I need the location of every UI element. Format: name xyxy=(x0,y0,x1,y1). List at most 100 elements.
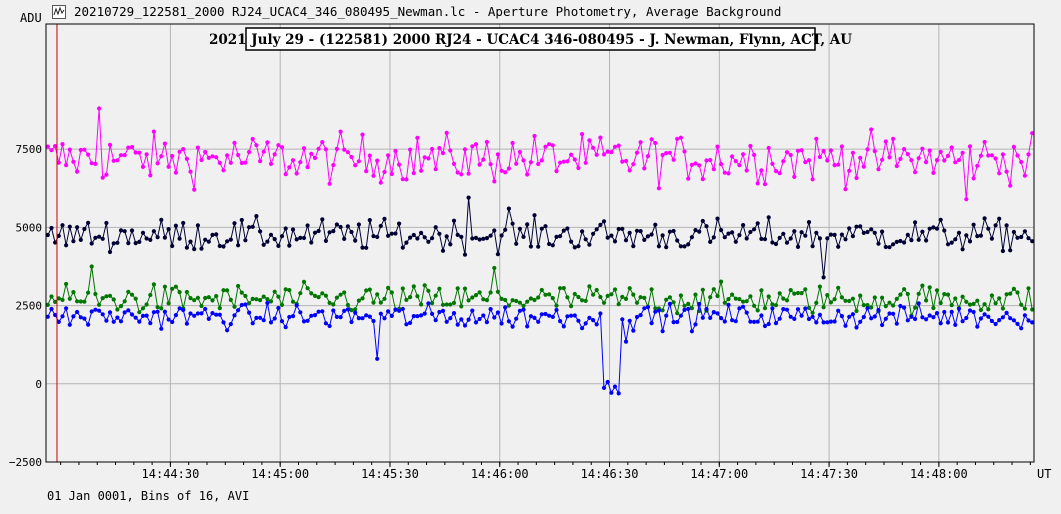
series-2-point xyxy=(960,294,965,299)
series-2-point xyxy=(184,289,189,295)
series-2-point xyxy=(305,286,310,291)
series-1-point xyxy=(272,237,277,242)
series-2-point xyxy=(86,290,91,295)
series-0-point xyxy=(151,129,156,134)
series-1-point xyxy=(173,223,178,228)
series-1-point xyxy=(704,224,709,229)
series-0-point xyxy=(792,174,797,179)
series-3-point xyxy=(788,314,793,319)
series-0-point xyxy=(543,144,548,149)
series-3-point xyxy=(451,311,457,316)
series-1-point xyxy=(836,244,841,249)
series-0-point xyxy=(188,169,193,174)
series-2-point xyxy=(45,302,50,307)
series-0-point xyxy=(93,161,98,166)
series-3-point xyxy=(466,317,471,322)
series-1-point xyxy=(770,240,775,245)
series-0-point xyxy=(795,148,801,153)
series-0-point xyxy=(466,171,471,176)
series-1-point xyxy=(828,232,834,237)
series-1-point xyxy=(1026,236,1031,241)
series-0-point xyxy=(279,145,285,150)
series-1-point xyxy=(737,233,742,238)
series-3-point xyxy=(78,315,83,320)
series-1-point xyxy=(858,224,863,229)
series-0-point xyxy=(799,148,804,153)
series-1-point xyxy=(967,239,973,244)
series-0-point xyxy=(323,147,328,152)
series-2-point xyxy=(477,290,482,295)
series-3-point xyxy=(247,310,252,315)
series-0-point xyxy=(880,157,885,162)
series-3-point xyxy=(883,316,888,321)
series-1-point xyxy=(375,234,380,240)
series-0-point xyxy=(140,164,146,169)
series-3-point xyxy=(986,314,991,319)
series-0-point xyxy=(155,161,160,166)
series-3-point xyxy=(268,320,274,325)
series-1-point xyxy=(71,239,76,244)
series-0-point xyxy=(964,197,969,202)
series-3-point xyxy=(400,306,405,312)
series-3-point xyxy=(931,315,936,320)
series-2-point xyxy=(78,299,83,304)
series-0-point xyxy=(294,171,299,176)
series-3-point xyxy=(982,312,987,317)
series-3-point xyxy=(920,315,925,320)
series-3-point xyxy=(206,316,211,321)
series-0-point xyxy=(938,149,943,154)
series-3-point xyxy=(331,308,336,313)
series-2-point xyxy=(309,291,314,296)
series-1-point xyxy=(188,239,193,244)
series-0-point xyxy=(451,161,457,166)
series-0-point xyxy=(847,168,852,173)
series-1-point xyxy=(986,226,991,231)
series-2-point xyxy=(733,296,738,301)
series-1-point xyxy=(268,232,274,237)
series-1-point xyxy=(430,236,435,241)
series-0-point xyxy=(953,160,958,165)
series-2-point xyxy=(462,286,468,291)
series-0-point xyxy=(931,170,936,175)
series-2-point xyxy=(419,302,424,307)
series-2-point xyxy=(989,293,995,298)
series-0-line xyxy=(47,108,1033,200)
series-0-point xyxy=(1008,183,1013,188)
series-2-point xyxy=(770,302,775,307)
series-1-point xyxy=(1019,234,1024,240)
series-1-point xyxy=(107,249,113,255)
series-2-point xyxy=(1030,307,1035,312)
series-3-point xyxy=(1008,316,1013,321)
series-2-point xyxy=(795,290,801,296)
series-3-point xyxy=(1019,326,1024,331)
series-2-point xyxy=(258,298,263,303)
series-2-point xyxy=(598,294,603,300)
series-3-point xyxy=(60,314,65,319)
series-0-point xyxy=(437,146,442,151)
series-0-point xyxy=(898,156,903,161)
series-2-point xyxy=(250,296,255,301)
series-1-point xyxy=(817,236,823,241)
series-2-point xyxy=(660,308,665,313)
series-0-point xyxy=(411,171,416,176)
series-0-point xyxy=(927,148,932,153)
series-2-point xyxy=(327,300,332,305)
series-1-point xyxy=(279,234,285,239)
series-0-point xyxy=(561,159,566,164)
series-3-point xyxy=(495,310,500,315)
series-2-point xyxy=(415,294,420,299)
series-0-point xyxy=(422,155,427,160)
series-1-point xyxy=(667,229,673,234)
series-0-point xyxy=(828,148,834,153)
series-1-point xyxy=(283,226,288,231)
series-0-point xyxy=(883,139,888,144)
series-2-point xyxy=(711,287,716,292)
series-3-point xyxy=(459,317,464,322)
lightcurve-icon[interactable] xyxy=(52,5,66,19)
series-0-point xyxy=(872,149,877,154)
series-2-point xyxy=(430,301,435,306)
series-1-point xyxy=(100,236,105,241)
series-1-point xyxy=(254,214,259,219)
series-1-point xyxy=(433,225,438,230)
